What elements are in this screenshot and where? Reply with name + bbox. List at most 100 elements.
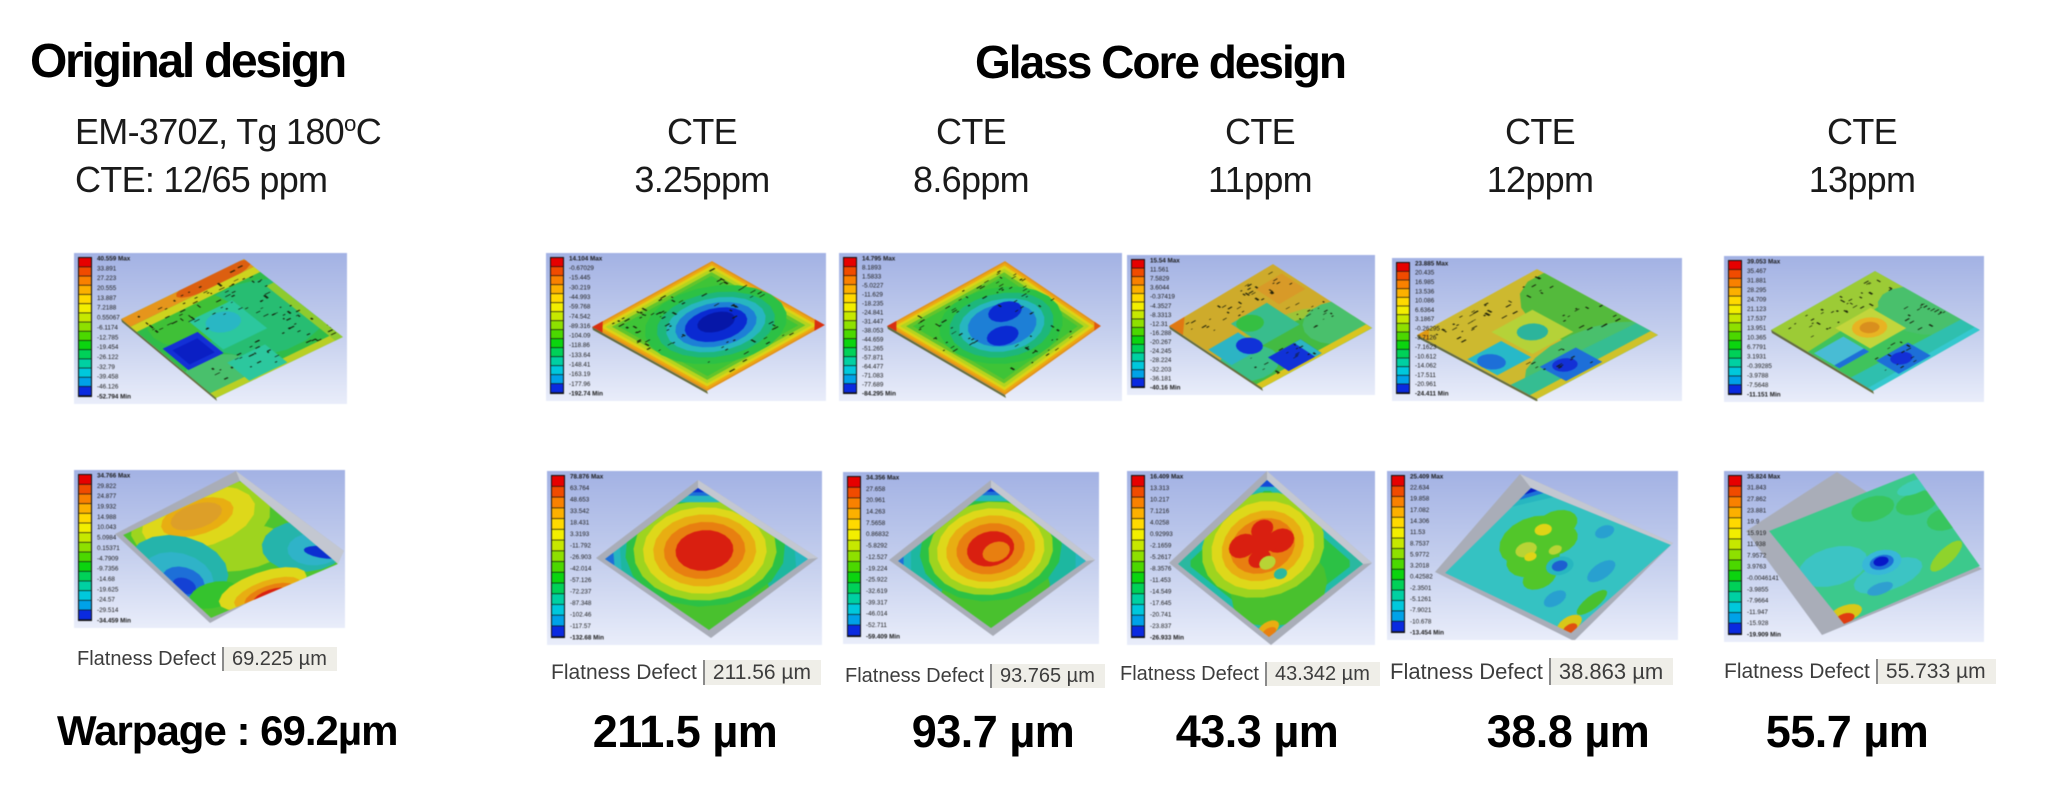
svg-text:-57.871: -57.871 xyxy=(862,354,884,361)
svg-text:3.9763: 3.9763 xyxy=(1747,564,1767,571)
svg-text:-89.316: -89.316 xyxy=(569,323,591,330)
svg-text:-34.459 Min: -34.459 Min xyxy=(97,617,131,624)
svg-text:3.1867: 3.1867 xyxy=(1415,316,1435,323)
svg-text:25.409 Max: 25.409 Max xyxy=(1410,473,1444,480)
svg-text:33.891: 33.891 xyxy=(97,265,117,272)
svg-text:3.3193: 3.3193 xyxy=(570,531,590,538)
svg-text:-148.41: -148.41 xyxy=(569,362,591,369)
svg-text:40.559 Max: 40.559 Max xyxy=(97,255,131,262)
svg-text:7.5658: 7.5658 xyxy=(866,520,886,527)
svg-text:-20.741: -20.741 xyxy=(1150,611,1172,618)
svg-text:19.9: 19.9 xyxy=(1747,519,1760,526)
svg-text:-24.841: -24.841 xyxy=(862,309,884,316)
svg-text:-2.3501: -2.3501 xyxy=(1410,585,1432,592)
svg-text:18.431: 18.431 xyxy=(570,519,590,526)
svg-text:-18.235: -18.235 xyxy=(862,300,884,307)
svg-text:7.9572: 7.9572 xyxy=(1747,552,1767,559)
svg-text:27.862: 27.862 xyxy=(1747,496,1767,503)
svg-text:-14.68: -14.68 xyxy=(97,576,115,583)
svg-text:78.876 Max: 78.876 Max xyxy=(570,473,604,480)
svg-text:0.42582: 0.42582 xyxy=(1410,574,1433,581)
svg-text:24.709: 24.709 xyxy=(1747,296,1767,303)
svg-text:-0.39285: -0.39285 xyxy=(1747,363,1772,370)
svg-text:-17.645: -17.645 xyxy=(1150,600,1172,607)
svg-text:10.043: 10.043 xyxy=(97,524,117,531)
svg-text:-20.267: -20.267 xyxy=(1150,339,1172,346)
svg-text:-9.7356: -9.7356 xyxy=(97,566,119,573)
svg-text:3.6044: 3.6044 xyxy=(1150,285,1170,292)
svg-text:-19.625: -19.625 xyxy=(97,586,119,593)
svg-text:-7.9021: -7.9021 xyxy=(1410,607,1432,614)
svg-text:5.9772: 5.9772 xyxy=(1410,551,1430,558)
svg-text:21.123: 21.123 xyxy=(1747,306,1767,313)
svg-text:-84.295 Min: -84.295 Min xyxy=(862,390,896,397)
svg-text:-87.348: -87.348 xyxy=(570,600,592,607)
svg-text:-29.514: -29.514 xyxy=(97,607,119,614)
svg-text:-57.126: -57.126 xyxy=(570,577,592,584)
svg-text:20.435: 20.435 xyxy=(1415,270,1435,277)
svg-text:17.082: 17.082 xyxy=(1410,507,1430,514)
svg-text:-38.053: -38.053 xyxy=(862,327,884,334)
svg-text:-11.453: -11.453 xyxy=(1150,577,1171,584)
svg-text:7.1216: 7.1216 xyxy=(1150,508,1170,515)
svg-text:-14.549: -14.549 xyxy=(1150,588,1172,595)
svg-text:-2.1659: -2.1659 xyxy=(1150,542,1172,549)
svg-text:-46.014: -46.014 xyxy=(866,611,888,618)
svg-text:-133.64: -133.64 xyxy=(569,352,591,359)
svg-text:-19.909 Min: -19.909 Min xyxy=(1747,631,1781,638)
svg-text:39.053 Max: 39.053 Max xyxy=(1747,258,1781,265)
svg-text:15.54 Max: 15.54 Max xyxy=(1150,257,1180,264)
svg-text:13.887: 13.887 xyxy=(97,295,117,302)
svg-text:0.92993: 0.92993 xyxy=(1150,531,1173,538)
svg-text:-71.083: -71.083 xyxy=(862,372,884,379)
svg-text:34.356 Max: 34.356 Max xyxy=(866,474,900,481)
svg-text:-20.961: -20.961 xyxy=(1415,381,1437,388)
svg-text:20.555: 20.555 xyxy=(97,285,117,292)
svg-text:-10.678: -10.678 xyxy=(1410,618,1432,625)
svg-text:-26.933 Min: -26.933 Min xyxy=(1150,634,1184,641)
svg-text:-32.79: -32.79 xyxy=(97,364,115,371)
svg-text:23.885 Max: 23.885 Max xyxy=(1415,260,1449,267)
svg-text:8.7537: 8.7537 xyxy=(1410,540,1430,547)
svg-text:-0.37419: -0.37419 xyxy=(1150,294,1175,301)
svg-text:24.877: 24.877 xyxy=(97,493,117,500)
svg-text:6.7791: 6.7791 xyxy=(1747,344,1767,351)
svg-text:-14.062: -14.062 xyxy=(1415,363,1437,370)
svg-text:14.988: 14.988 xyxy=(97,514,117,521)
svg-text:-7.9664: -7.9664 xyxy=(1747,598,1769,605)
svg-text:28.295: 28.295 xyxy=(1747,287,1767,294)
svg-text:35.467: 35.467 xyxy=(1747,268,1767,275)
svg-text:22.634: 22.634 xyxy=(1410,485,1430,492)
svg-text:-51.265: -51.265 xyxy=(862,345,884,352)
svg-text:-30.219: -30.219 xyxy=(569,284,591,291)
svg-text:-28.224: -28.224 xyxy=(1150,357,1172,364)
svg-text:16.985: 16.985 xyxy=(1415,279,1435,286)
svg-text:10.086: 10.086 xyxy=(1415,298,1435,305)
svg-text:3.1931: 3.1931 xyxy=(1747,353,1767,360)
svg-text:-5.2617: -5.2617 xyxy=(1150,554,1172,561)
svg-text:-59.768: -59.768 xyxy=(569,304,591,311)
svg-text:10.217: 10.217 xyxy=(1150,496,1170,503)
svg-text:27.658: 27.658 xyxy=(866,486,886,493)
svg-text:-3.9788: -3.9788 xyxy=(1747,372,1769,379)
svg-text:-8.3576: -8.3576 xyxy=(1150,565,1172,572)
svg-text:3.2018: 3.2018 xyxy=(1410,563,1430,570)
svg-text:7.2188: 7.2188 xyxy=(97,305,117,312)
svg-text:-24.245: -24.245 xyxy=(1150,348,1172,355)
svg-text:0.55067: 0.55067 xyxy=(97,315,120,322)
svg-text:-36.181: -36.181 xyxy=(1150,375,1172,382)
svg-text:-19.224: -19.224 xyxy=(866,565,888,572)
svg-text:-7.5648: -7.5648 xyxy=(1747,382,1769,389)
svg-text:-59.409 Min: -59.409 Min xyxy=(866,633,900,640)
svg-text:-16.288: -16.288 xyxy=(1150,330,1172,337)
svg-text:-44.993: -44.993 xyxy=(569,294,591,301)
svg-text:-132.68 Min: -132.68 Min xyxy=(570,634,604,641)
svg-text:-3.9855: -3.9855 xyxy=(1747,586,1769,593)
svg-text:0.86832: 0.86832 xyxy=(866,531,889,538)
svg-text:-0.67029: -0.67029 xyxy=(569,265,594,272)
svg-text:6.6364: 6.6364 xyxy=(1415,307,1435,314)
svg-text:-42.014: -42.014 xyxy=(570,565,592,572)
svg-text:13.951: 13.951 xyxy=(1747,325,1767,332)
svg-text:-52.794 Min: -52.794 Min xyxy=(97,393,131,400)
svg-text:29.822: 29.822 xyxy=(97,483,117,490)
